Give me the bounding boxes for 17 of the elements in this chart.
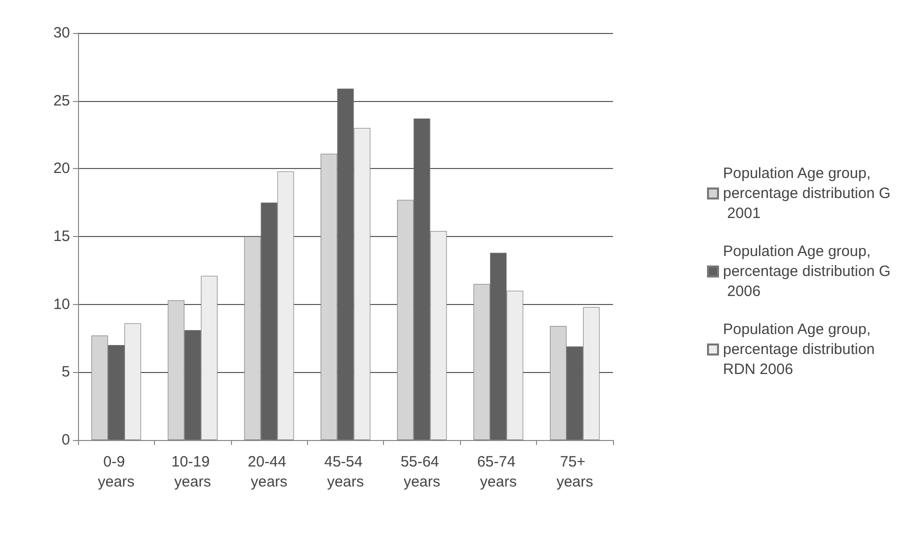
x-tick-label: 10-19 years <box>171 454 214 490</box>
legend-label: Population Age group, percentage distribution G 2001 <box>723 165 891 222</box>
legend-label: Population Age group, percentage distribution RDN 2006 <box>723 321 879 378</box>
y-tick-label: 0 <box>62 432 70 448</box>
x-tick-label: 0-9 years <box>98 454 135 490</box>
x-tick-label: 75+ years <box>556 454 594 490</box>
y-tick-label: 25 <box>53 92 70 110</box>
x-tick-label: 55-64 years <box>400 454 444 490</box>
x-tick-label: 20-44 years <box>248 454 290 490</box>
x-tick-label: 45-54 years <box>324 454 367 490</box>
y-tick-label: 10 <box>53 296 70 313</box>
y-tick-label: 20 <box>53 160 70 178</box>
y-tick-label: 15 <box>53 228 70 245</box>
x-tick-label: 65-74 years <box>477 454 520 490</box>
legend-label: Population Age group, percentage distribution G 2006 <box>723 243 891 300</box>
y-tick-label: 5 <box>62 364 70 381</box>
y-tick-label: 30 <box>53 24 70 42</box>
